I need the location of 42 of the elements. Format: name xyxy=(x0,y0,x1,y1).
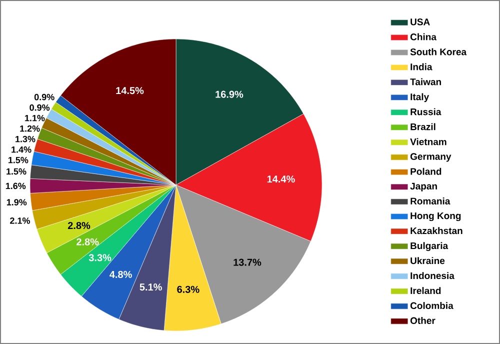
legend-label: Brazil xyxy=(410,123,436,130)
data-label: 1.1% xyxy=(25,114,45,122)
legend-label: Russia xyxy=(410,108,442,116)
data-label: 4.8% xyxy=(110,270,132,278)
legend-label: Taiwan xyxy=(410,78,441,86)
data-label: 16.9% xyxy=(216,90,244,98)
data-label: 0.9% xyxy=(34,94,54,100)
legend-label: Germany xyxy=(410,153,452,162)
data-label: 14.4% xyxy=(267,176,295,183)
data-label: 1.2% xyxy=(20,125,40,132)
legend-label: Poland xyxy=(410,168,442,175)
legend-label: Ireland xyxy=(410,287,441,294)
data-label: 2.8% xyxy=(68,222,90,230)
legend-label: Japan xyxy=(410,182,437,192)
legend-label: Bulgaria xyxy=(410,242,448,252)
data-label: 1.5% xyxy=(6,168,26,175)
data-label: 14.5% xyxy=(116,87,144,94)
data-label: 1.4% xyxy=(12,146,32,153)
data-label: 1.6% xyxy=(6,182,26,190)
data-label: 1.9% xyxy=(6,199,27,206)
legend-label: South Korea xyxy=(410,48,467,56)
legend-label: Indonesia xyxy=(410,272,454,280)
data-label: 2.1% xyxy=(10,217,30,224)
legend-label: Kazakhstan xyxy=(410,227,462,234)
legend-label: Romania xyxy=(410,198,450,204)
legend-label: Other xyxy=(410,317,436,324)
legend-label: USA xyxy=(410,18,430,26)
data-label: 3.3% xyxy=(88,254,112,262)
legend-label: Italy xyxy=(410,93,430,102)
legend-label: Hong Kong xyxy=(410,212,461,222)
data-label: 1.3% xyxy=(16,136,36,142)
legend-label: Vietnam xyxy=(410,138,446,146)
data-label: 6.3% xyxy=(177,286,200,293)
data-label: 13.7% xyxy=(234,258,262,266)
legend-label: Colombia xyxy=(410,302,454,310)
data-label: 2.8% xyxy=(76,238,99,246)
data-label: 1.5% xyxy=(8,156,28,164)
legend-label: India xyxy=(410,63,432,70)
legend-label: Ukraine xyxy=(410,257,445,264)
data-label: 5.1% xyxy=(140,284,162,291)
legend-label: China xyxy=(410,33,437,40)
data-label: 0.9% xyxy=(30,104,50,111)
